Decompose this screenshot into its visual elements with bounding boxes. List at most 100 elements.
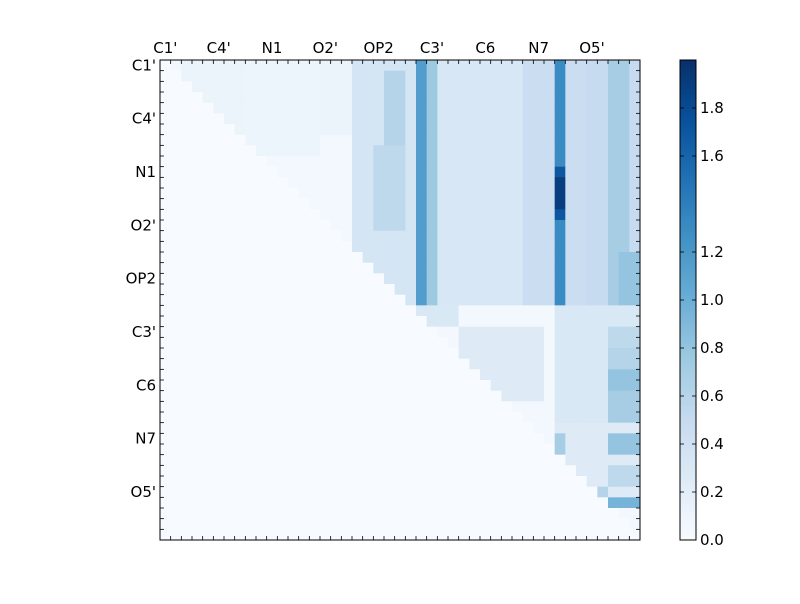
heatmap-cell [330,465,342,477]
heatmap-cell [266,497,278,509]
heatmap-cell [554,529,566,541]
heatmap-cell [554,326,566,338]
heatmap-cell [362,337,374,349]
heatmap-cell [245,284,257,296]
heatmap-cell [416,262,428,274]
heatmap-cell [437,508,449,520]
heatmap-cell [608,369,620,381]
heatmap-cell [362,294,374,306]
heatmap-cell [586,209,598,221]
heatmap-cell [384,156,396,168]
heatmap-cell [266,145,278,157]
heatmap-cell [266,284,278,296]
heatmap-cell [362,166,374,178]
heatmap-cell [192,316,204,328]
heatmap-cell [405,209,417,221]
heatmap-cell [597,70,609,82]
heatmap-cell [522,81,534,93]
heatmap-cell [597,252,609,264]
heatmap-cell [576,518,588,530]
y-tick-label: O5' [131,483,156,501]
heatmap-cell [234,102,246,114]
heatmap-cell [277,102,289,114]
heatmap-cell [373,412,385,424]
heatmap-cell [544,70,556,82]
heatmap-cell [192,497,204,509]
heatmap-cell [170,113,182,125]
heatmap-cell [245,70,257,82]
heatmap-cell [245,390,257,402]
heatmap-cell [565,145,577,157]
heatmap-cell [448,294,460,306]
heatmap-cell [192,380,204,392]
heatmap-cell [330,358,342,370]
heatmap-cell [277,337,289,349]
heatmap-cell [533,241,545,253]
heatmap-cell [256,156,268,168]
heatmap-cell [309,145,321,157]
heatmap-cell [416,518,428,530]
heatmap-cell [213,166,225,178]
heatmap-cell [608,433,620,445]
heatmap-cell [618,124,630,136]
heatmap-cell [266,188,278,200]
heatmap-cell [522,92,534,104]
heatmap-cell [160,390,172,402]
heatmap-cell [362,273,374,285]
heatmap-cell [213,422,225,434]
heatmap-cell [533,348,545,360]
heatmap-cell [373,358,385,370]
heatmap-cell [224,102,236,114]
heatmap-cell [544,262,556,274]
heatmap-cell [160,284,172,296]
heatmap-cell [298,220,310,232]
y-tick-label: C4' [132,110,156,128]
heatmap-cell [469,422,481,434]
heatmap-cell [405,273,417,285]
heatmap-cell [245,401,257,413]
heatmap-cell [309,198,321,210]
heatmap-cell [256,358,268,370]
heatmap-cell [597,486,609,498]
heatmap-cell [629,92,641,104]
heatmap-cell [213,486,225,498]
heatmap-cell [256,486,268,498]
heatmap-cell [288,305,300,317]
heatmap-cell [608,412,620,424]
heatmap-cell [160,316,172,328]
heatmap-cell [170,326,182,338]
heatmap-cell [170,305,182,317]
heatmap-cell [202,262,214,274]
heatmap-cell [234,134,246,146]
heatmap-cell [394,401,406,413]
heatmap-cell [213,156,225,168]
heatmap-cell [266,412,278,424]
heatmap-cell [341,380,353,392]
heatmap-cell [586,220,598,232]
heatmap-cell [554,198,566,210]
heatmap-cell [298,465,310,477]
heatmap-cell [608,81,620,93]
heatmap-cell [202,476,214,488]
heatmap-cell [320,390,332,402]
heatmap-cell [480,422,492,434]
heatmap-cell [245,102,257,114]
heatmap-cell [416,209,428,221]
heatmap-cell [213,262,225,274]
heatmap-cell [224,70,236,82]
heatmap-cell [426,145,438,157]
heatmap-cell [544,92,556,104]
heatmap-cell [469,433,481,445]
heatmap-cell [458,92,470,104]
heatmap-cell [266,358,278,370]
heatmap-cell [469,262,481,274]
heatmap-cell [448,326,460,338]
heatmap-cell [298,60,310,72]
heatmap-cell [512,358,524,370]
heatmap-cell [554,369,566,381]
heatmap-cell [458,390,470,402]
heatmap-cell [490,60,502,72]
heatmap-cell [181,390,193,402]
heatmap-cell [160,70,172,82]
heatmap-cell [490,262,502,274]
